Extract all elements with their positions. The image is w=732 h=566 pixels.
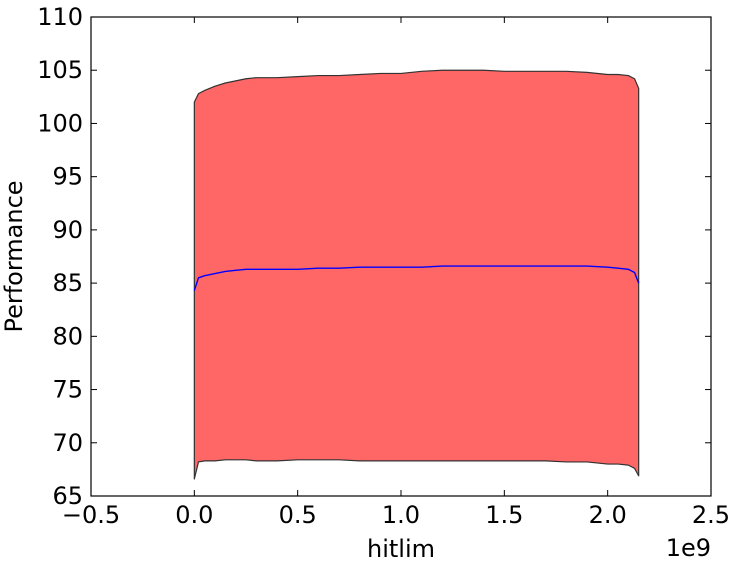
y-axis-label: Performance xyxy=(0,180,28,332)
y-tick-label: 85 xyxy=(52,269,83,297)
confidence-band xyxy=(193,69,640,480)
x-tick-label: 0.0 xyxy=(175,501,213,529)
x-tick-label: 0.5 xyxy=(279,501,317,529)
y-tick-label: 65 xyxy=(52,482,83,510)
plot-area xyxy=(193,69,640,480)
x-tick-label: 2.5 xyxy=(692,501,730,529)
y-tick-label: 105 xyxy=(37,56,83,84)
x-tick-label: 1.0 xyxy=(382,501,420,529)
ticks: −0.5 0.0 0.5 1.0 1.5 2.0 2.5 65 70 75 80 85 90 95 100 1… xyxy=(37,3,730,529)
x-tick-label: −0.5 xyxy=(62,501,120,529)
y-tick-label: 110 xyxy=(37,3,83,31)
y-tick-label: 90 xyxy=(52,216,83,244)
x-tick-label: 1.5 xyxy=(485,501,523,529)
y-tick-label: 95 xyxy=(52,163,83,191)
y-tick-label: 75 xyxy=(52,376,83,404)
y-tick-label: 80 xyxy=(52,322,83,350)
y-tick-label: 100 xyxy=(37,109,83,137)
x-tick-label: 2.0 xyxy=(589,501,627,529)
mean-line xyxy=(193,265,640,291)
x-axis-label: hitlim xyxy=(367,535,435,563)
x-axis-offset-label: 1e9 xyxy=(666,534,711,562)
y-tick-label: 70 xyxy=(52,429,83,457)
